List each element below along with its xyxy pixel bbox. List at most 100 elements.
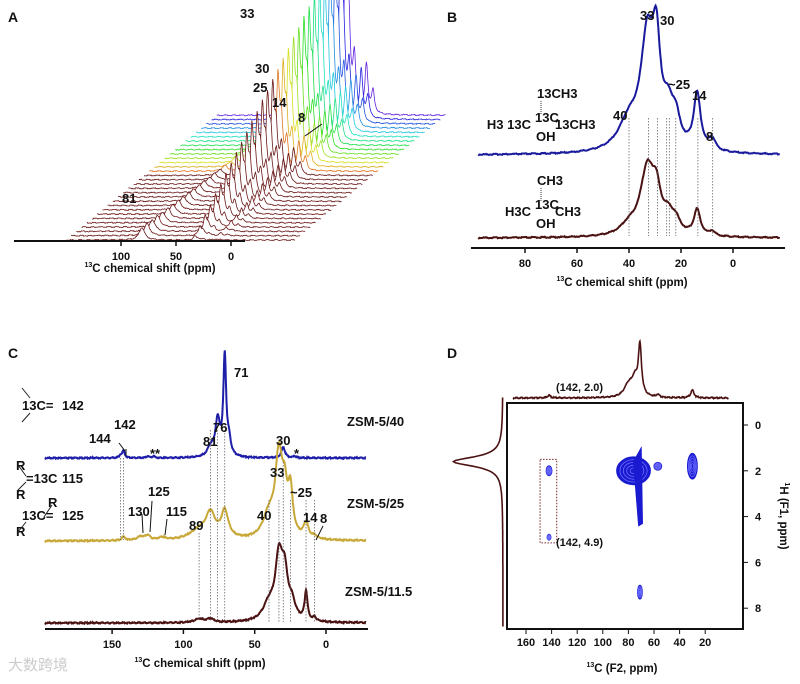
panel-b-x-tick-label: 0 <box>730 258 736 270</box>
panel-b-x-tick-label: 80 <box>519 258 531 270</box>
artifact-asterisk: * <box>155 446 161 461</box>
zsm-5-25-peak-label: 8 <box>320 511 327 526</box>
cross-peak <box>656 465 660 468</box>
structure-tert-butanol: OH <box>536 216 556 231</box>
panel-c-x-tick-label: 100 <box>174 639 192 651</box>
waterfall-trace <box>76 213 306 233</box>
waterfall-trace <box>86 192 316 224</box>
structure-tert-butanol: H3C <box>505 204 532 219</box>
zsm-5-25-peak-label: 33 <box>270 465 284 480</box>
panel-c-x-tick-label: 150 <box>103 639 121 651</box>
structure-shift-label: 115 <box>62 471 83 486</box>
panel-b-peak-label: 14 <box>692 88 707 103</box>
panel-b-peak-label: 8 <box>706 129 713 144</box>
cross-peak <box>639 590 641 594</box>
cross-peak <box>638 587 642 597</box>
spectrum-ZSM-5-11-5 <box>44 541 367 626</box>
plot-frame <box>506 402 744 630</box>
zsm-5-40-peak-label: 76 <box>213 420 227 435</box>
label-pointer <box>141 513 144 534</box>
panel-b-x-axis-title: 13C chemical shift (ppm) <box>556 276 687 289</box>
structure-tert-butanol: CH3 <box>555 204 581 219</box>
panel-a-peak-label: 33 <box>240 6 254 21</box>
panel-a-peak-label: 30 <box>255 61 269 76</box>
structure-tert-butanol: CH3 <box>537 173 563 188</box>
zsm-5-25-peak-label: ~25 <box>290 485 312 500</box>
zsm-5-40-peak-label: 142 <box>114 417 136 432</box>
label-pointer <box>149 500 153 533</box>
structure-labelled-tert-butanol: 13CH3 <box>555 117 595 132</box>
bond <box>17 521 27 533</box>
x-tick-label: 140 <box>542 637 560 649</box>
structure-labelled-tert-butanol: 13CH3 <box>537 86 577 101</box>
zsm-5-25-peak-label: 130 <box>128 504 150 519</box>
cross-peak <box>548 469 551 473</box>
panel-b-peak-label: 30 <box>660 13 674 28</box>
cross-peak <box>653 461 663 471</box>
zsm-5-25-peak-label: 40 <box>257 508 271 523</box>
watermark: 大数跨境 <box>8 657 69 674</box>
zsm-5-40-peak-label: 144 <box>89 431 111 446</box>
r-group: R <box>48 495 58 510</box>
zsm-5-25-peak-label: 89 <box>189 518 203 533</box>
spectrum-labelled <box>477 3 781 157</box>
cross-peak <box>638 588 642 596</box>
structure-labelled-tert-butanol: OH <box>536 129 556 144</box>
label-pointer <box>315 525 324 541</box>
panel-label-c: C <box>8 345 18 361</box>
zsm-5-40-peak-label: 81 <box>203 434 217 449</box>
panel-a-peak-label: 81 <box>122 191 136 206</box>
structure-shift-label: 125 <box>62 508 84 523</box>
zsm-5-40-peak-label: 71 <box>234 365 248 380</box>
structure-labelled-tert-butanol: 13C <box>535 110 559 125</box>
structure-label: 13C= <box>22 398 54 413</box>
structure-label: =13C <box>26 471 58 486</box>
highlight-box <box>539 458 558 544</box>
spectrum-ZSM-5-25 <box>44 441 367 544</box>
cross-peak <box>547 468 551 474</box>
cross-peak <box>633 446 643 527</box>
y-tick-label: 8 <box>755 603 761 615</box>
cross-peak <box>637 586 643 599</box>
panel-a-peak-label: 25 <box>253 80 267 95</box>
cross-peak <box>546 467 552 475</box>
x-tick-label: 40 <box>673 637 685 649</box>
cross-peak <box>655 464 660 469</box>
bond <box>17 464 27 477</box>
zsm-5-25-peak-label: 115 <box>166 504 187 519</box>
zsm-5-25-peak-label: 125 <box>148 484 170 499</box>
label-pointer <box>304 123 323 137</box>
bond <box>21 412 31 423</box>
panel-b-x-tick-label: 60 <box>571 258 583 270</box>
panel-label-a: A <box>8 9 18 25</box>
structure-label: 13C= <box>22 508 54 523</box>
waterfall-trace <box>81 203 311 229</box>
label-pointer <box>118 442 126 452</box>
cross-peak <box>654 462 662 470</box>
spectrum-unlabelled <box>477 158 780 240</box>
bond <box>43 504 53 518</box>
series-label: ZSM-5/40 <box>347 414 404 429</box>
panel-c-x-axis-title: 13C chemical shift (ppm) <box>134 657 265 670</box>
cross-peak <box>548 536 550 539</box>
cross-peak <box>690 460 695 472</box>
panel-c-x-tick-label: 0 <box>323 639 329 651</box>
panel-b-peak-label: 40 <box>613 108 627 123</box>
panel-a-x-tick-label: 50 <box>170 251 182 263</box>
cross-peak <box>688 455 697 478</box>
cross-peak <box>687 452 698 480</box>
structure-tert-butanol: 13C <box>535 197 559 212</box>
artifact-asterisk: * <box>150 446 156 461</box>
label-pointer <box>164 518 168 536</box>
x-tick-label: 80 <box>622 637 634 649</box>
cross-peak <box>619 459 648 483</box>
cross-peak <box>689 458 696 475</box>
waterfall-trace <box>65 227 296 242</box>
panel-d-x-axis-title: 13C (F2, ppm) <box>586 662 657 675</box>
y-tick-label: 2 <box>755 466 761 478</box>
cross-peak <box>546 466 552 476</box>
f1-projection <box>451 397 504 627</box>
panel-b-x-tick-label: 40 <box>623 258 635 270</box>
r-group: R <box>16 524 26 539</box>
